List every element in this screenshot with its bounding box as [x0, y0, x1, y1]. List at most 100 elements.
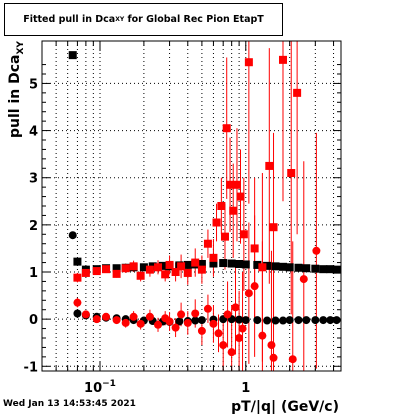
data-point-square	[219, 259, 228, 268]
data-point-square	[319, 265, 328, 274]
data-point-square	[209, 259, 218, 268]
data-point-circle	[197, 316, 206, 325]
data-point-circle	[121, 318, 130, 327]
data-point-square	[269, 223, 278, 232]
data-point-square	[235, 259, 244, 268]
data-point-square	[145, 265, 154, 274]
data-point-square	[222, 124, 231, 133]
chart-title: Fitted pull in Dca XY for Global Rec Pion…	[4, 3, 283, 36]
data-point-square	[203, 239, 212, 248]
data-point-circle	[235, 315, 244, 324]
y-tick-label: 1	[29, 266, 38, 281]
data-point-circle	[73, 298, 82, 307]
axis-ticks	[41, 41, 341, 371]
data-point-circle	[183, 318, 192, 327]
y-tick-label: 4	[29, 125, 38, 140]
data-point-square	[294, 263, 303, 272]
data-point-square	[326, 265, 335, 274]
data-point-square	[293, 88, 302, 97]
y-tick-label: 2	[29, 219, 38, 234]
data-point-square	[177, 262, 186, 271]
data-point-square	[68, 51, 77, 60]
data-point-square	[81, 268, 90, 277]
x-tick-label: 1	[241, 381, 250, 396]
data-point-circle	[177, 310, 186, 319]
data-point-square	[332, 265, 341, 274]
data-point-circle	[73, 309, 82, 318]
data-point-circle	[311, 316, 320, 325]
data-point-circle	[235, 334, 244, 342]
data-point-square	[191, 258, 200, 267]
data-point-square	[227, 259, 236, 268]
data-point-square	[121, 264, 130, 273]
data-point-square	[239, 230, 248, 239]
data-point-square	[244, 58, 253, 67]
data-point-circle	[263, 316, 272, 325]
data-point-square	[112, 269, 121, 278]
data-point-circle	[165, 317, 174, 326]
data-point-square	[183, 268, 192, 277]
data-point-square	[232, 180, 241, 189]
data-point-square	[278, 55, 287, 64]
data-point-circle	[269, 353, 278, 362]
data-point-square	[129, 262, 138, 271]
y-tick-label: 3	[29, 172, 38, 187]
data-point-square	[209, 253, 218, 262]
data-point-square	[263, 261, 272, 270]
title-subscript: XY	[115, 16, 125, 23]
data-point-circle	[191, 309, 200, 318]
data-point-square	[217, 202, 226, 210]
data-point-circle	[214, 329, 223, 338]
data-point-square	[165, 260, 174, 269]
data-point-circle	[302, 316, 311, 325]
y-tick-label: -1	[24, 360, 38, 375]
data-point-square	[161, 270, 170, 279]
data-point-circle	[197, 326, 206, 335]
data-point-square	[271, 262, 280, 271]
data-point-square	[285, 263, 294, 272]
data-point-circle	[238, 324, 247, 333]
data-point-square	[154, 263, 163, 272]
data-point-circle	[267, 341, 276, 350]
data-point-square	[302, 264, 311, 273]
timestamp-footer: Wed Jan 13 14:53:45 2021	[3, 399, 136, 409]
data-point-square	[73, 273, 82, 282]
data-point-square	[136, 271, 145, 280]
data-point-square	[112, 264, 121, 273]
data-point-circle	[203, 304, 212, 313]
y-axis-label: pull in DcaXY	[7, 41, 26, 138]
data-point-circle	[223, 310, 232, 319]
data-point-circle	[209, 319, 218, 328]
data-point-circle	[92, 315, 101, 324]
data-point-square	[241, 260, 250, 269]
data-point-circle	[312, 246, 321, 255]
data-point-circle	[250, 282, 259, 291]
data-point-square	[197, 259, 206, 268]
data-point-circle	[145, 312, 154, 321]
data-point-square	[73, 257, 82, 266]
data-point-square	[226, 180, 235, 189]
data-point-circle	[319, 316, 328, 325]
data-markers	[68, 51, 341, 364]
data-point-square	[278, 262, 287, 271]
data-point-circle	[294, 316, 303, 325]
data-point-circle	[219, 341, 228, 350]
data-point-square	[171, 268, 180, 276]
x-axis-label: pT/|q| (GeV/c)	[231, 399, 339, 414]
data-point-square	[258, 263, 267, 272]
data-point-square	[220, 232, 229, 241]
data-point-square	[158, 261, 167, 270]
data-point-square	[139, 263, 148, 272]
data-point-circle	[278, 316, 287, 325]
data-point-circle	[244, 289, 253, 298]
data-point-square	[287, 169, 296, 177]
data-point-circle	[112, 316, 121, 325]
data-point-circle	[81, 310, 90, 319]
data-point-circle	[154, 320, 163, 329]
data-point-square	[265, 161, 274, 170]
data-point-circle	[68, 231, 77, 240]
y-tick-label: 0	[29, 313, 38, 328]
data-point-circle	[299, 275, 308, 284]
y-tick-label: 5	[29, 77, 38, 92]
